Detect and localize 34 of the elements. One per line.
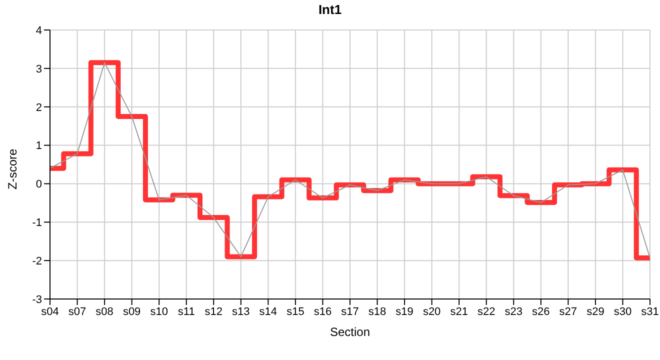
x-tick-label: s23	[504, 306, 523, 318]
x-tick-label: s19	[396, 306, 414, 318]
x-tick-label: s16	[314, 306, 332, 318]
x-tick-label: s15	[286, 306, 304, 318]
y-tick-label: -1	[32, 217, 42, 230]
x-tick-label: s13	[232, 306, 250, 318]
x-tick-label: s20	[422, 306, 441, 318]
x-tick-label: s11	[178, 306, 195, 318]
x-tick-label: s12	[204, 306, 223, 318]
x-tick-label: s08	[96, 306, 114, 318]
x-tick-label: s09	[122, 306, 141, 318]
x-tick-label: s22	[477, 306, 496, 318]
y-tick-label: 4	[36, 24, 42, 37]
chart-title: Int1	[317, 2, 343, 17]
y-tick-label: -3	[32, 294, 42, 306]
y-tick-label: 1	[36, 140, 42, 152]
y-tick-label: 3	[36, 63, 42, 76]
x-tick-label: s31	[641, 306, 659, 318]
x-tick-label: s27	[559, 306, 578, 318]
y-tick-label: 2	[36, 102, 42, 114]
x-tick-label: s26	[532, 306, 550, 318]
x-tick-label: s10	[150, 306, 168, 318]
y-tick-label: 0	[36, 178, 42, 191]
x-tick-label: s17	[341, 306, 359, 318]
x-axis-title: Section	[330, 325, 370, 339]
x-tick-label: s14	[259, 306, 278, 318]
x-tick-label: s29	[586, 306, 604, 318]
x-tick-label: s18	[368, 306, 386, 318]
x-tick-label: s30	[614, 306, 632, 318]
y-axis-title: Z-score	[5, 148, 20, 190]
y-tick-label: -2	[32, 255, 42, 268]
x-tick-label: s04	[41, 306, 59, 318]
x-tick-label: s21	[450, 306, 468, 318]
x-tick-label: s07	[68, 306, 86, 318]
